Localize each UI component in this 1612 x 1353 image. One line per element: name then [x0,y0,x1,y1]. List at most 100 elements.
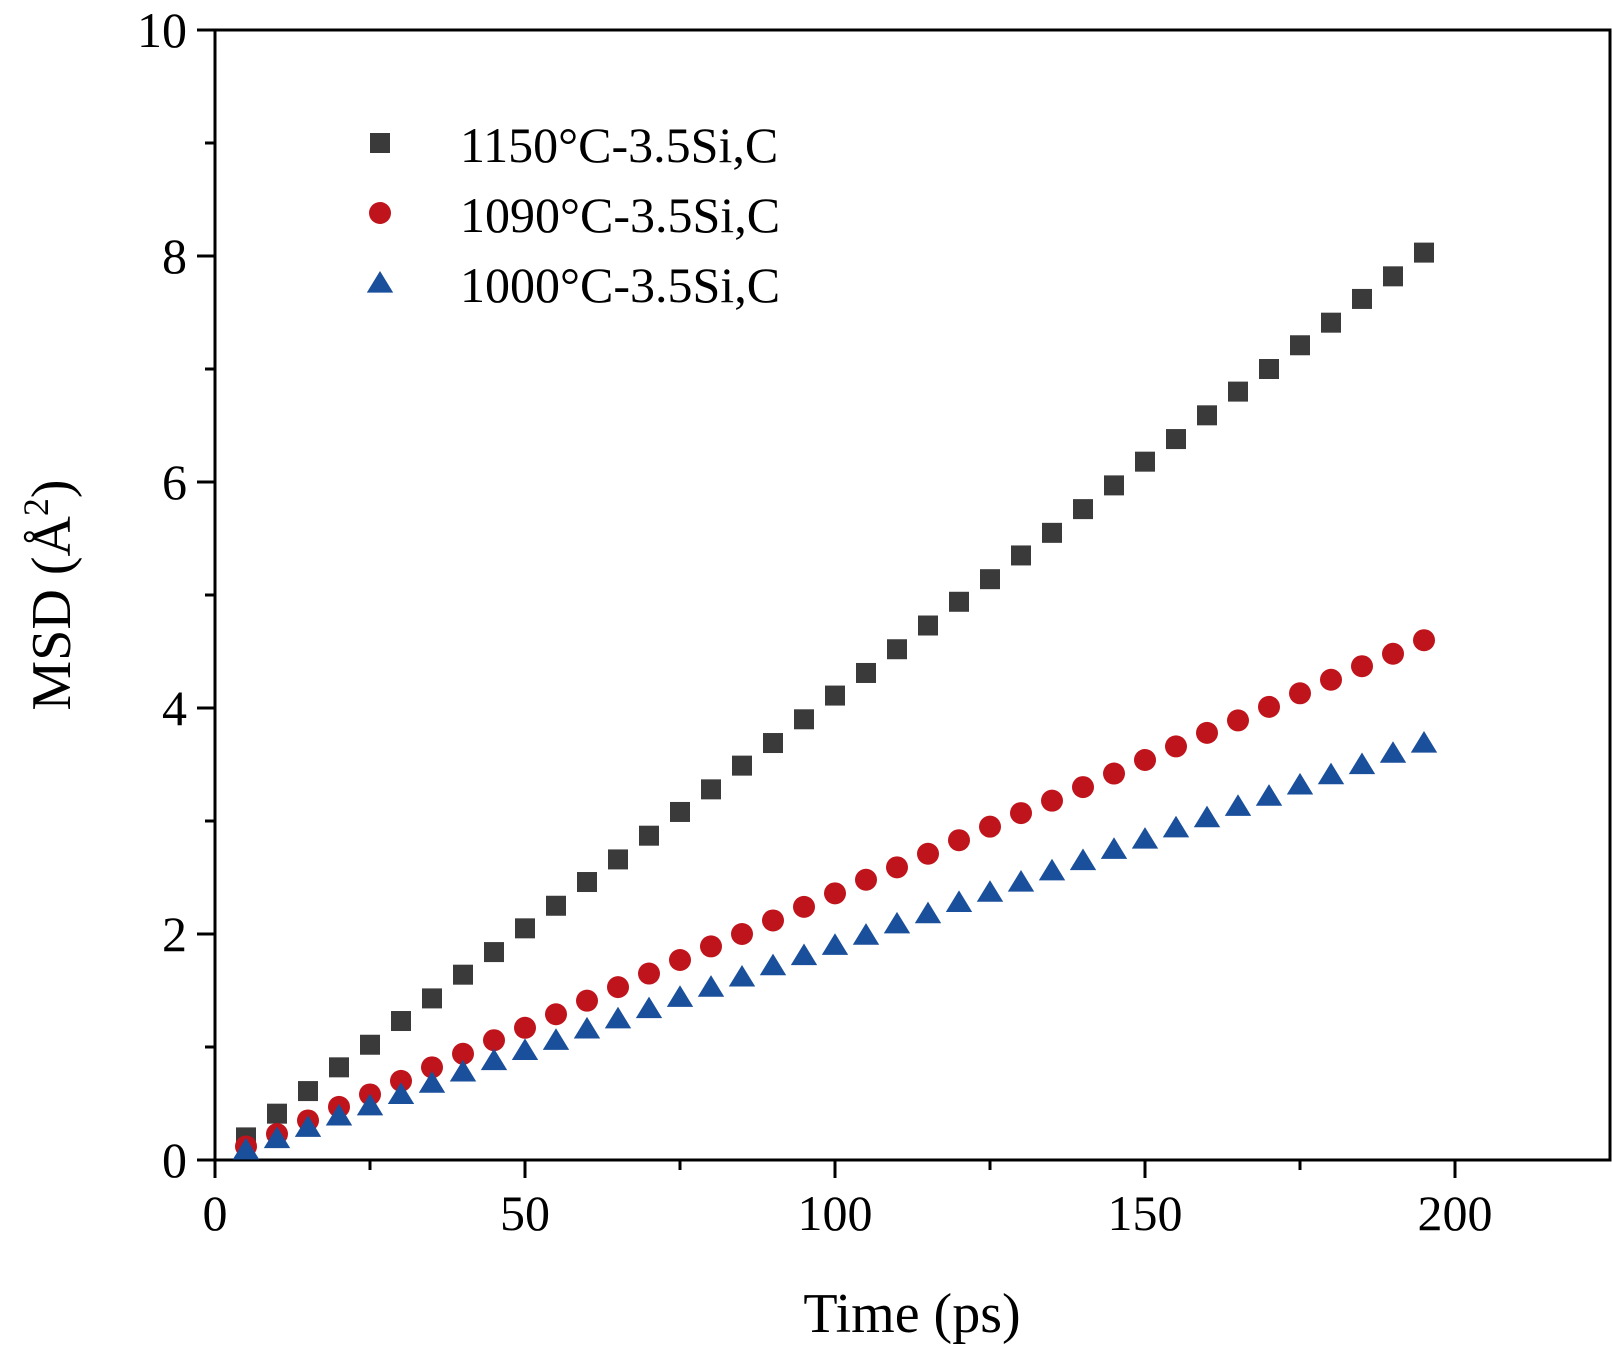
y-tick-label: 2 [162,906,187,962]
data-point-circle [1289,682,1311,705]
data-point-triangle [573,1016,601,1039]
legend-marker-square [370,133,390,153]
data-point-triangle [1069,848,1097,871]
data-point-circle [669,948,691,971]
data-point-square [1197,405,1217,426]
data-point-circle [731,923,753,945]
series-triangle [232,731,1438,1160]
data-point-triangle [759,953,787,976]
data-point-square [1228,381,1248,402]
data-point-square [1042,522,1062,543]
data-point-triangle [263,1126,291,1149]
data-point-square [918,615,938,636]
data-point-triangle [945,890,973,912]
data-point-triangle [1193,805,1221,828]
data-point-circle [824,882,846,905]
data-point-circle [855,868,877,891]
data-point-square [1352,288,1372,309]
data-point-triangle [418,1071,446,1093]
data-point-triangle [1348,752,1376,775]
y-axis-label: MSD (Å2) [16,479,83,710]
data-point-square [980,569,1000,590]
data-point-square [856,662,876,683]
data-point-square [1104,475,1124,496]
legend-item: 1150°C-3.5Si,C [370,117,778,173]
data-point-circle [421,1056,443,1079]
x-axis-label: Time (ps) [803,1283,1020,1345]
data-point-square [1011,545,1031,566]
x-tick-label: 150 [1108,1185,1183,1241]
data-point-circle [762,909,784,932]
y-tick-label: 8 [162,228,187,284]
legend-marker-circle [369,202,391,224]
data-point-circle [1103,762,1125,785]
data-point-triangle [387,1082,415,1105]
data-point-circle [1196,721,1218,744]
data-point-square [546,895,566,916]
minor-ticks [205,141,1302,1170]
data-point-triangle [1317,762,1345,785]
data-point-square [608,849,628,870]
data-point-circle [1010,802,1032,825]
data-point-triangle [1100,837,1128,859]
data-point-square [825,685,845,706]
data-points [232,242,1438,1160]
data-point-triangle [976,880,1004,902]
data-point-circle [1320,668,1342,691]
data-point-triangle [1007,870,1035,892]
data-point-square [701,779,721,800]
data-point-circle [793,895,815,918]
data-point-circle [1227,709,1249,732]
data-point-circle [607,976,629,999]
data-point-triangle [883,911,911,934]
data-point-circle [1258,695,1280,718]
data-point-circle [1072,776,1094,799]
data-point-triangle [666,985,694,1007]
data-point-circle [514,1016,536,1039]
data-point-triangle [1410,731,1438,753]
data-point-triangle [790,943,818,966]
data-point-circle [1041,789,1063,812]
data-point-square [887,639,907,660]
data-point-square [949,591,969,612]
data-point-circle [886,856,908,879]
data-point-square [763,733,783,754]
y-axis-label-main: MSD (Å [21,516,83,711]
data-point-triangle [1162,815,1190,838]
data-point-square [422,988,442,1009]
data-point-triangle [356,1093,384,1116]
data-point-square [515,918,535,939]
x-tick-label: 100 [798,1185,873,1241]
data-point-triangle [1255,784,1283,806]
data-point-triangle [1038,858,1066,881]
data-point-triangle [697,975,725,997]
data-point-triangle [480,1048,508,1071]
data-point-circle [576,989,598,1012]
series-circle [235,629,1435,1158]
data-point-triangle [294,1115,322,1137]
data-point-circle [979,815,1001,838]
data-point-circle [917,842,939,865]
x-tick-label: 0 [203,1185,228,1241]
data-point-square [360,1034,380,1055]
data-point-circle [1382,642,1404,665]
y-tick-labels: 0 2 4 6 8 10 [137,2,187,1188]
data-point-square [329,1057,349,1078]
data-point-square [732,755,752,776]
data-point-square [484,942,504,963]
y-tick-label: 10 [137,2,187,58]
data-point-square [639,825,659,846]
data-point-circle [948,829,970,852]
legend-label: 1150°C-3.5Si,C [460,117,778,173]
x-tick-labels: 0 50 100 150 200 [203,1185,1493,1241]
data-point-square [1259,359,1279,379]
data-point-triangle [852,923,880,945]
data-point-triangle [1224,794,1252,816]
data-point-square [577,872,597,893]
data-point-triangle [1286,772,1314,795]
y-axis-label-superscript: 2 [16,498,56,516]
data-point-square [1290,335,1310,356]
y-tick-label: 0 [162,1132,187,1188]
data-point-square [794,709,814,730]
y-axis-label-close: ) [21,479,83,498]
